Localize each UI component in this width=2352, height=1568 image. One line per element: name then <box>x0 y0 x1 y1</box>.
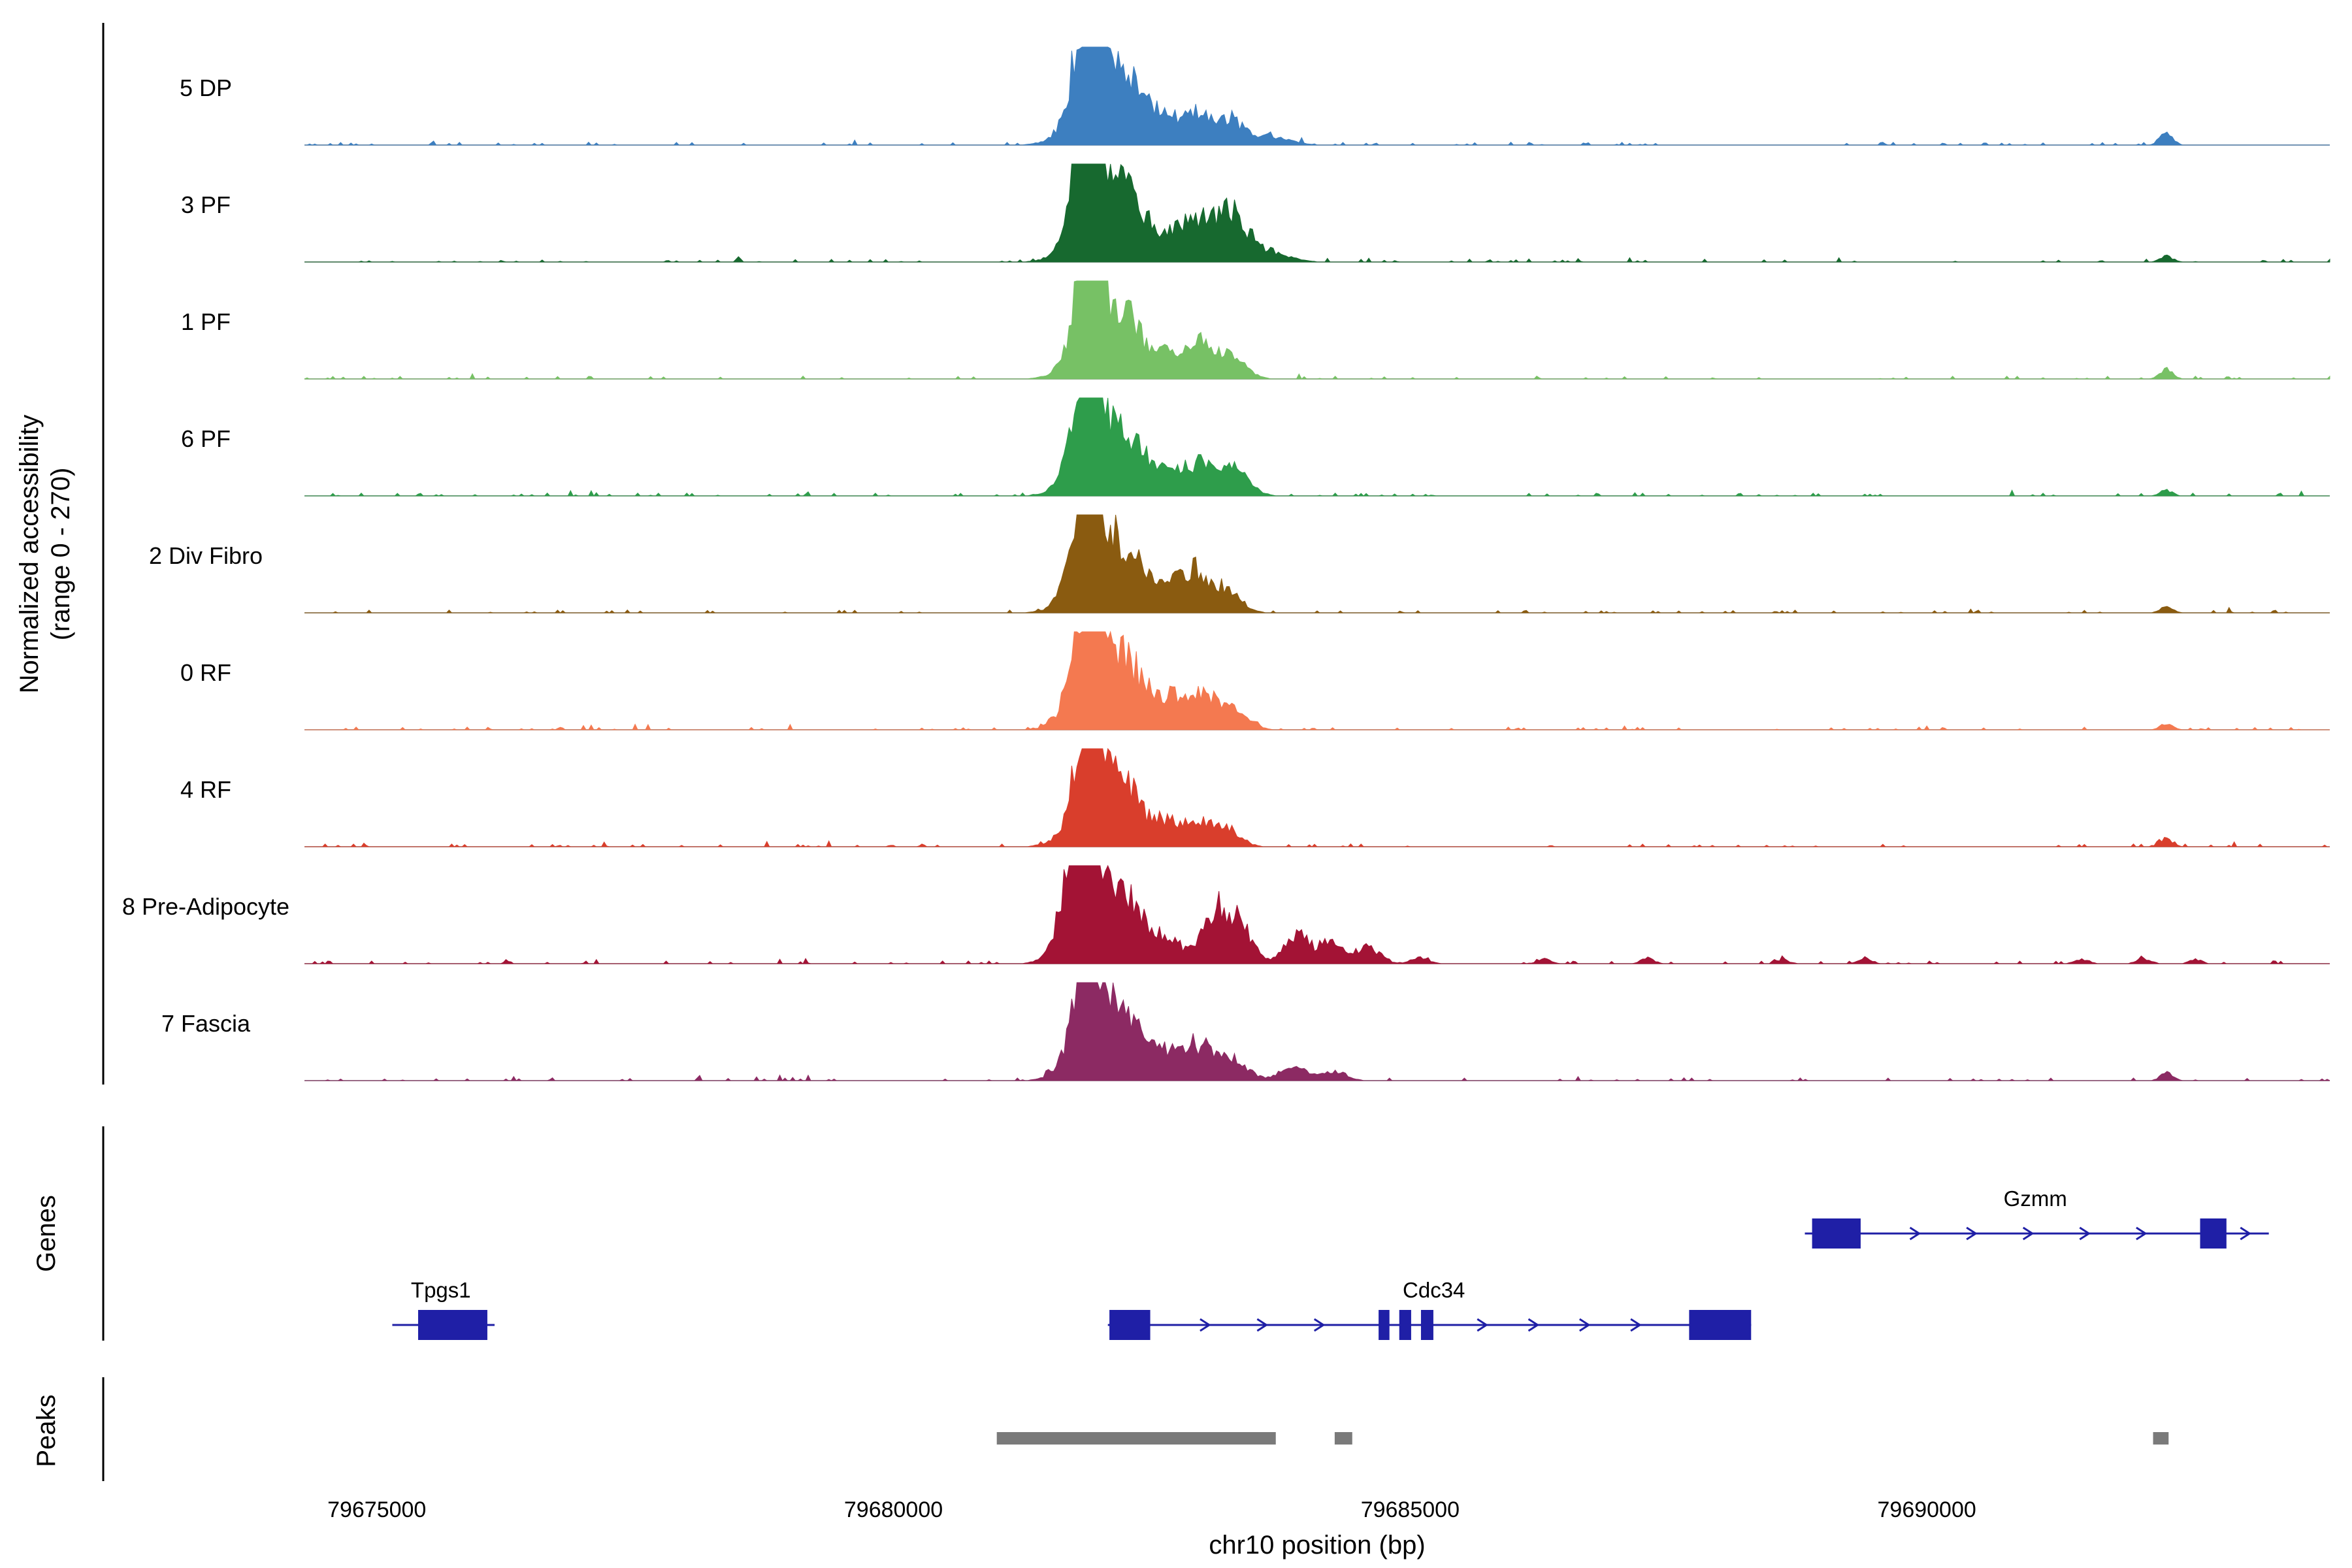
coverage-area <box>304 280 2330 380</box>
track-label: 2 Div Fibro <box>149 542 263 569</box>
gene-strand-arrow-icon <box>2240 1226 2252 1241</box>
peak-region <box>2153 1432 2169 1445</box>
coverage-area <box>304 747 2330 847</box>
gene-exon <box>1812 1218 1861 1249</box>
gene-strand-arrow-icon <box>1527 1318 1540 1332</box>
gene-exon <box>417 1310 487 1340</box>
coverage-area <box>304 163 2330 263</box>
peak-region <box>996 1432 1276 1445</box>
gene-strand-arrow-icon <box>2022 1226 2034 1241</box>
gene-exon <box>1689 1310 1752 1340</box>
gene-exon <box>1420 1310 1433 1340</box>
gene-name-label: Cdc34 <box>1403 1278 1465 1302</box>
coverage-area <box>304 514 2330 613</box>
gene-strand-arrow-icon <box>1256 1318 1269 1332</box>
x-tick-label: 79690000 <box>1878 1497 1976 1522</box>
gene-strand-arrow-icon <box>1200 1318 1211 1332</box>
genes-section-label: Genes <box>32 1195 61 1272</box>
gene-exon <box>1109 1310 1151 1340</box>
track-label: 5 DP <box>180 74 232 101</box>
track-label: 1 PF <box>181 308 231 335</box>
gene-strand-arrow-icon <box>1909 1226 1921 1241</box>
gene-exon <box>1399 1310 1411 1340</box>
peaks-track <box>996 1432 2169 1445</box>
track-label: 6 PF <box>181 425 231 452</box>
track-label: 3 PF <box>181 191 231 218</box>
y-axis-label-line1: Normalized accessibility <box>15 415 44 694</box>
accessibility-tracks: 5 DP 3 PF 1 PF 6 PF 2 Div Fibro 0 RF 4 RF 8 Pre… <box>122 46 2330 1081</box>
gene-strand-arrow-icon <box>2136 1226 2148 1241</box>
gene-strand-arrow-icon <box>1630 1318 1642 1332</box>
genes-track: Gzmm Tpgs1 Cdc34 <box>392 1186 2269 1340</box>
gene-name-label: Gzmm <box>2004 1186 2067 1211</box>
y-axis-label-line2: (range 0 - 270) <box>46 468 75 641</box>
track-label: 7 Fascia <box>161 1010 251 1037</box>
coverage-area <box>304 630 2330 730</box>
coverage-area <box>304 46 2330 146</box>
track-label: 4 RF <box>180 776 231 803</box>
coverage-area <box>304 397 2330 497</box>
gene-name-label: Tpgs1 <box>411 1278 471 1302</box>
x-tick-label: 79675000 <box>327 1497 426 1522</box>
peaks-section-label: Peaks <box>32 1394 61 1467</box>
gene-exon <box>1379 1310 1390 1340</box>
gene-exon <box>2200 1218 2227 1249</box>
gene-strand-arrow-icon <box>1477 1318 1488 1332</box>
gene-strand-arrow-icon <box>1966 1226 1978 1241</box>
track-label: 8 Pre-Adipocyte <box>122 893 289 920</box>
gene-strand-arrow-icon <box>1313 1318 1326 1332</box>
x-tick-label: 79685000 <box>1361 1497 1460 1522</box>
coverage-area <box>304 864 2330 964</box>
track-label: 0 RF <box>180 659 231 686</box>
x-axis-title: chr10 position (bp) <box>1209 1531 1425 1560</box>
x-axis: 79675000 79680000 79685000 79690000 <box>327 1497 1976 1522</box>
coverage-area <box>304 982 2330 1081</box>
gene-strand-arrow-icon <box>2079 1226 2091 1241</box>
gene-strand-arrow-icon <box>1578 1318 1591 1332</box>
peak-region <box>1334 1432 1352 1445</box>
x-tick-label: 79680000 <box>844 1497 943 1522</box>
